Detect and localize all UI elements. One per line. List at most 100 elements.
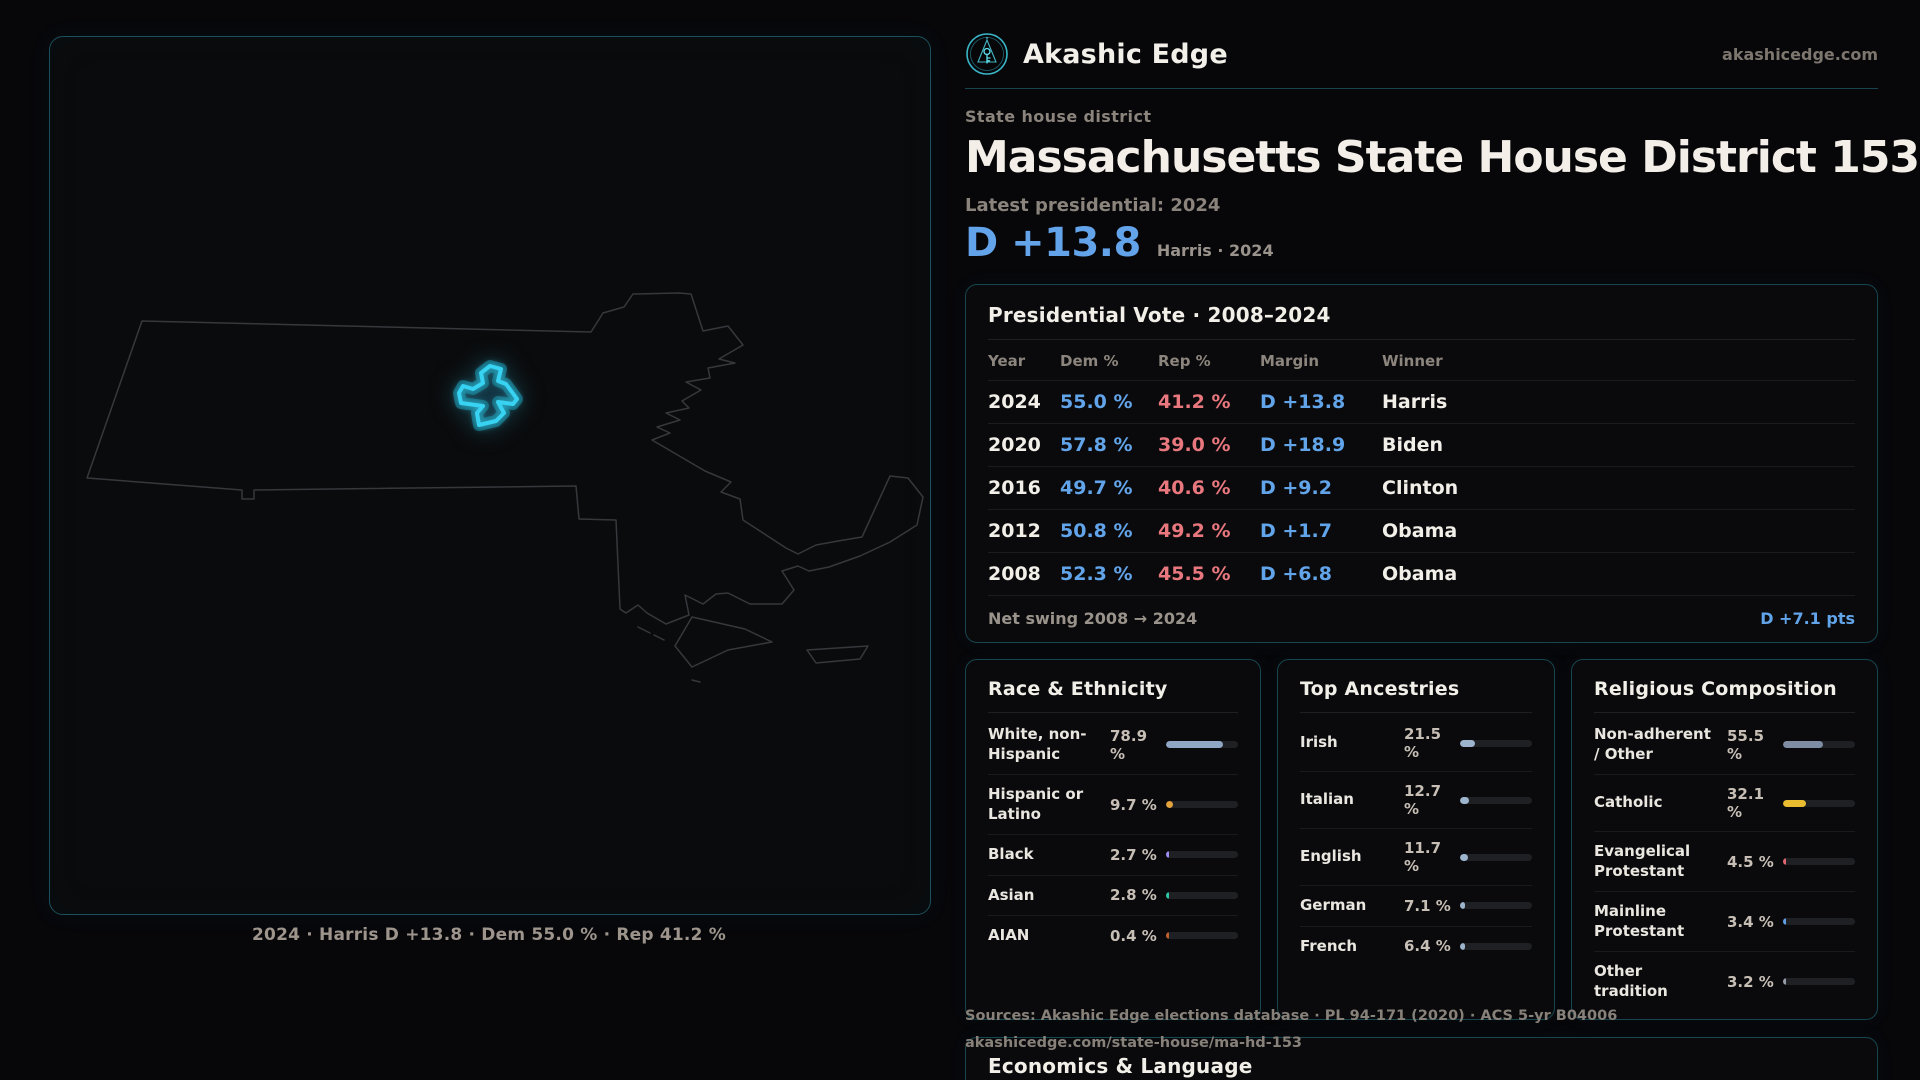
year-cell: 2016 <box>988 477 1041 499</box>
stat-row: Other tradition 3.2 % <box>1594 952 1855 1011</box>
stat-bar-fill <box>1783 918 1786 925</box>
race-ethnicity-card: Race & Ethnicity White, non-Hispanic 78.… <box>965 659 1261 1020</box>
stat-value: 3.2 % <box>1727 972 1774 991</box>
margin-cell: D +18.9 <box>1260 434 1346 456</box>
presidential-table-body: 2024 55.0 % 41.2 % D +13.8 Harris 2020 5… <box>988 380 1855 595</box>
stat-bar-fill <box>1166 801 1173 808</box>
card-divider <box>988 712 1238 713</box>
stat-bar-fill <box>1166 741 1223 748</box>
winner-cell: Biden <box>1382 434 1444 456</box>
winner-cell: Harris <box>1382 391 1448 413</box>
stat-value: 3.4 % <box>1727 912 1774 931</box>
kicker-label: State house district <box>965 107 1152 126</box>
stat-value: 9.7 % <box>1110 795 1157 814</box>
table-row: 2016 49.7 % 40.6 % D +9.2 Clinton <box>988 466 1855 509</box>
rep-pct-cell: 40.6 % <box>1158 477 1231 499</box>
brand-domain-link[interactable]: akashicedge.com <box>1722 44 1878 64</box>
stat-bar <box>1783 918 1855 925</box>
stat-row: Non-adherent / Other 55.5 % <box>1594 715 1855 775</box>
stat-bar <box>1460 942 1532 950</box>
dem-pct-cell: 55.0 % <box>1060 391 1133 413</box>
stat-row: Black 2.7 % <box>988 835 1238 876</box>
top-ancestries-card: Top Ancestries Irish 21.5 % Italian 12.7 <box>1277 659 1555 1020</box>
column-header-dem: Dem % <box>1060 352 1119 370</box>
race-list: White, non-Hispanic 78.9 % Hispanic or L… <box>988 715 1238 956</box>
dem-pct-cell: 57.8 % <box>1060 434 1133 456</box>
card-title: Race & Ethnicity <box>988 678 1168 700</box>
district-map-panel <box>49 36 931 915</box>
economics-language-card: Economics & Language Median HH income $1… <box>965 1037 1878 1080</box>
stat-bar <box>1783 741 1855 748</box>
margin-cell: D +1.7 <box>1260 520 1332 542</box>
column-header-winner: Winner <box>1382 352 1443 370</box>
stat-bar <box>1460 796 1532 804</box>
dem-pct-cell: 50.8 % <box>1060 520 1133 542</box>
stat-bar <box>1783 978 1855 985</box>
rep-pct-cell: 49.2 % <box>1158 520 1231 542</box>
district-153-shape[interactable] <box>457 364 519 427</box>
card-title: Religious Composition <box>1594 678 1837 700</box>
stat-bar-fill <box>1166 891 1169 899</box>
table-row: 2008 52.3 % 45.5 % D +6.8 Obama <box>988 552 1855 595</box>
stat-value: 11.7 % <box>1404 839 1442 875</box>
stat-label: AIAN <box>988 926 1030 944</box>
stat-label: Asian <box>988 885 1035 904</box>
rep-pct-cell: 41.2 % <box>1158 391 1231 413</box>
column-header-rep: Rep % <box>1158 352 1211 370</box>
margin-cell: D +6.8 <box>1260 563 1332 585</box>
headline-margin: D +13.8 Harris · 2024 <box>965 220 1878 266</box>
stat-row: White, non-Hispanic 78.9 % <box>988 715 1238 775</box>
stat-bar-fill <box>1783 858 1787 865</box>
nantucket-outline <box>806 645 869 664</box>
stat-bar <box>1783 799 1855 807</box>
stat-bar-fill <box>1783 741 1823 748</box>
stat-value: 78.9 % <box>1110 726 1148 763</box>
stat-row: English 11.7 % <box>1300 829 1532 886</box>
stat-bar <box>1460 739 1532 747</box>
demographics-row: Race & Ethnicity White, non-Hispanic 78.… <box>965 659 1878 1020</box>
stat-row: Evangelical Protestant 4.5 % <box>1594 832 1855 892</box>
page-title: Massachusetts State House District 153 <box>965 132 1920 183</box>
card-title: Top Ancestries <box>1300 678 1460 700</box>
stat-row: Italian 12.7 % <box>1300 772 1532 829</box>
rep-pct-cell: 39.0 % <box>1158 434 1231 456</box>
stat-label: Catholic <box>1594 793 1663 812</box>
stat-value: 32.1 % <box>1727 785 1765 821</box>
stat-bar <box>1166 801 1238 808</box>
map-caption: 2024 · Harris D +13.8 · Dem 55.0 % · Rep… <box>252 925 726 945</box>
religious-composition-card: Religious Composition Non-adherent / Oth… <box>1571 659 1878 1020</box>
stat-label: Italian <box>1300 790 1354 809</box>
table-row: 2024 55.0 % 41.2 % D +13.8 Harris <box>988 380 1855 423</box>
column-header-year: Year <box>988 352 1026 370</box>
stat-label: Evangelical Protestant <box>1594 842 1691 880</box>
brand-name: Akashic Edge <box>1023 38 1228 70</box>
stat-label: Black <box>988 845 1034 863</box>
elizabeth-islands-outline <box>637 626 701 683</box>
net-swing-label: Net swing 2008 → 2024 <box>988 609 1198 628</box>
latest-presidential-label: Latest presidential: 2024 <box>965 195 1221 216</box>
stat-label: Other tradition <box>1594 962 1668 1000</box>
stat-row: AIAN 0.4 % <box>988 916 1238 956</box>
stat-row: Mainline Protestant 3.4 % <box>1594 892 1855 952</box>
stat-bar <box>1166 851 1238 859</box>
net-swing-value: D +7.1 pts <box>1760 609 1855 628</box>
table-row: 2020 57.8 % 39.0 % D +18.9 Biden <box>988 423 1855 466</box>
stat-label: Hispanic or Latino <box>988 785 1084 823</box>
stat-bar-fill <box>1783 799 1807 807</box>
stat-bar-fill <box>1460 902 1466 910</box>
stat-row: Irish 21.5 % <box>1300 715 1532 772</box>
winner-cell: Obama <box>1382 563 1458 585</box>
winner-cell: Obama <box>1382 520 1458 542</box>
stat-bar-fill <box>1166 932 1169 940</box>
stat-value: 12.7 % <box>1404 782 1442 818</box>
stat-bar-fill <box>1460 853 1469 861</box>
presidential-vote-card: Presidential Vote · 2008–2024 Year Dem %… <box>965 284 1878 643</box>
card-divider <box>1300 712 1532 713</box>
stat-row: Asian 2.8 % <box>988 876 1238 916</box>
year-cell: 2008 <box>988 563 1041 585</box>
margin-caption: Harris · 2024 <box>1156 241 1274 260</box>
stat-bar-fill <box>1460 796 1470 804</box>
stat-bar <box>1783 858 1855 865</box>
marthas-vineyard-outline <box>674 616 773 668</box>
